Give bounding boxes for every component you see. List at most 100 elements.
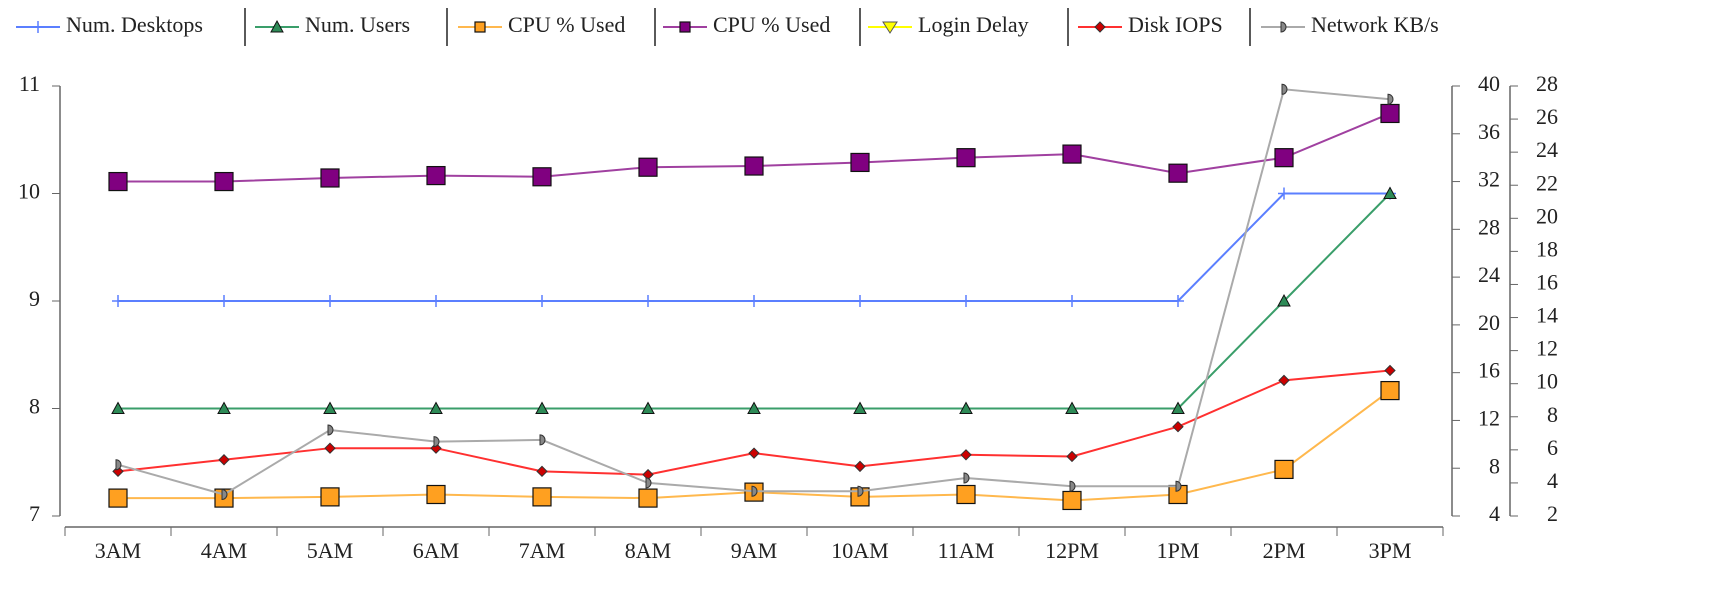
y2-tick-label: 12 xyxy=(1478,405,1500,430)
marker xyxy=(1280,21,1287,33)
marker xyxy=(324,295,336,307)
x-tick-label: 6AM xyxy=(413,538,459,563)
marker xyxy=(1278,187,1290,200)
marker xyxy=(433,436,440,448)
legend-label: CPU % Used xyxy=(713,12,830,37)
x-tick-label: 1PM xyxy=(1157,538,1200,563)
marker xyxy=(638,488,658,508)
marker xyxy=(426,484,446,505)
marker xyxy=(320,487,340,507)
x-tick-label: 12PM xyxy=(1045,538,1099,563)
marker xyxy=(1278,374,1290,387)
marker xyxy=(1281,83,1288,95)
marker xyxy=(1175,480,1182,492)
marker xyxy=(1380,380,1400,401)
legend-label: Num. Users xyxy=(305,12,410,37)
marker xyxy=(1383,186,1397,199)
marker xyxy=(1066,295,1078,307)
marker xyxy=(327,424,334,436)
x-tick-label: 11AM xyxy=(938,538,995,563)
x-tick-label: 3PM xyxy=(1369,538,1412,563)
marker xyxy=(853,401,867,414)
marker xyxy=(1277,293,1291,307)
y2-tick-label: 24 xyxy=(1478,262,1500,287)
y-tick-label: 7 xyxy=(29,501,40,526)
y3-tick-label: 8 xyxy=(1547,402,1558,427)
marker xyxy=(1172,295,1184,307)
marker xyxy=(430,442,442,454)
marker xyxy=(679,21,691,33)
legend-label: Network KB/s xyxy=(1311,12,1439,37)
x-tick-label: 4AM xyxy=(201,538,247,563)
marker xyxy=(854,295,866,307)
marker xyxy=(532,167,552,187)
y-tick-label: 10 xyxy=(18,179,40,204)
marker xyxy=(1094,21,1106,33)
marker xyxy=(532,487,552,507)
marker xyxy=(214,171,234,192)
marker xyxy=(536,465,548,478)
series-line xyxy=(118,192,1390,302)
marker xyxy=(320,168,340,188)
marker xyxy=(1168,163,1188,183)
marker xyxy=(32,21,44,33)
marker xyxy=(857,485,864,497)
y2-tick-label: 36 xyxy=(1478,119,1500,144)
marker xyxy=(1380,103,1400,124)
y2-tick-label: 32 xyxy=(1478,167,1500,192)
x-tick-label: 2PM xyxy=(1263,538,1306,563)
marker xyxy=(1065,401,1079,414)
y2-tick-label: 8 xyxy=(1489,453,1500,478)
marker xyxy=(1172,420,1184,433)
marker xyxy=(430,295,442,307)
y3-tick-label: 20 xyxy=(1536,203,1558,228)
marker xyxy=(112,295,124,307)
marker xyxy=(1069,480,1076,492)
marker xyxy=(324,442,336,454)
y3-tick-label: 16 xyxy=(1536,270,1558,295)
marker xyxy=(1387,93,1394,105)
y-tick-label: 8 xyxy=(29,394,40,419)
marker xyxy=(641,401,655,414)
marker xyxy=(429,401,443,414)
y-tick-label: 9 xyxy=(29,286,40,311)
marker xyxy=(1066,450,1078,463)
marker xyxy=(1274,148,1294,168)
marker xyxy=(1171,401,1185,414)
y2-tick-label: 28 xyxy=(1478,214,1500,239)
marker xyxy=(638,157,658,177)
marker xyxy=(1062,490,1082,511)
y2-tick-label: 16 xyxy=(1478,358,1500,383)
marker xyxy=(115,459,122,471)
marker xyxy=(270,19,284,33)
marker xyxy=(850,152,870,173)
y2-tick-label: 40 xyxy=(1478,71,1500,96)
legend-label: Disk IOPS xyxy=(1128,12,1223,37)
y-tick-label: 11 xyxy=(19,71,40,96)
legend-label: CPU % Used xyxy=(508,12,625,37)
y2-tick-label: 20 xyxy=(1478,310,1500,335)
marker xyxy=(112,465,124,478)
marker xyxy=(474,21,486,33)
marker xyxy=(748,447,760,459)
x-tick-label: 10AM xyxy=(831,538,888,563)
x-tick-label: 7AM xyxy=(519,538,565,563)
y3-tick-label: 4 xyxy=(1547,468,1558,493)
marker xyxy=(1062,144,1082,164)
marker xyxy=(960,449,972,461)
y3-tick-label: 24 xyxy=(1536,137,1558,162)
marker xyxy=(323,401,337,414)
marker xyxy=(111,401,125,414)
marker xyxy=(108,488,128,508)
series-line xyxy=(117,88,1391,496)
marker xyxy=(748,295,760,307)
y3-tick-label: 6 xyxy=(1547,435,1558,460)
marker xyxy=(1274,459,1294,480)
marker xyxy=(882,21,898,34)
marker xyxy=(960,295,972,307)
marker xyxy=(963,472,970,484)
marker xyxy=(642,295,654,307)
marker xyxy=(956,148,976,168)
legend-label: Num. Desktops xyxy=(66,12,203,37)
